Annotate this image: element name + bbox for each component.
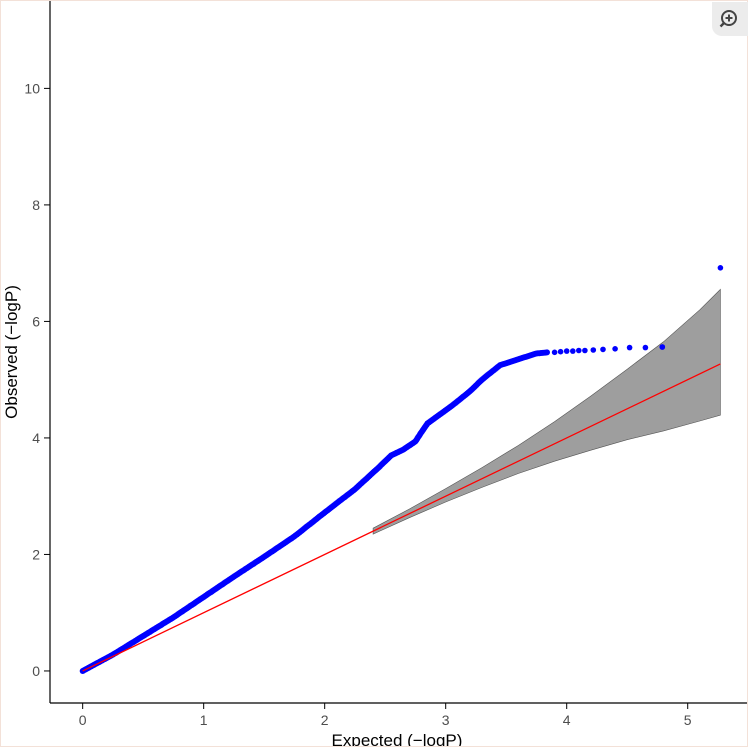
- x-axis-title: Expected (−logP): [332, 731, 463, 746]
- y-tick-label: 8: [32, 197, 40, 213]
- data-point: [576, 348, 582, 354]
- expected-line-layer: [83, 364, 721, 671]
- data-point: [564, 348, 570, 354]
- confidence-band: [373, 289, 720, 534]
- y-axis-ticks: 0 2 4 6 8 10: [24, 80, 50, 679]
- x-tick-label: 5: [684, 712, 692, 728]
- y-axis-title: Observed (−logP): [2, 285, 21, 419]
- data-point: [544, 349, 550, 355]
- data-point: [643, 345, 649, 351]
- data-point: [600, 347, 606, 353]
- data-point: [558, 349, 564, 355]
- data-point: [570, 348, 576, 354]
- y-tick-label: 4: [32, 430, 40, 446]
- x-tick-label: 4: [563, 712, 571, 728]
- y-tick-label: 6: [32, 313, 40, 329]
- data-point: [612, 346, 618, 352]
- confidence-band-layer: [373, 289, 720, 534]
- expected-line: [83, 364, 721, 671]
- y-tick-label: 0: [32, 663, 40, 679]
- data-point: [718, 265, 724, 271]
- data-point: [660, 344, 666, 350]
- chart-frame: 0 1 2 3 4 5 0 2 4 6 8 10 Expected (−logP) Observed…: [0, 0, 748, 747]
- data-point: [552, 350, 558, 356]
- data-point: [591, 347, 597, 353]
- observed-points-layer: [80, 265, 724, 674]
- x-axis-ticks: 0 1 2 3 4 5: [79, 703, 692, 728]
- zoom-in-icon: [718, 7, 742, 31]
- y-tick-label: 10: [24, 80, 40, 96]
- qq-plot: 0 1 2 3 4 5 0 2 4 6 8 10 Expected (−logP) Observed…: [1, 1, 747, 746]
- x-tick-label: 1: [200, 712, 208, 728]
- x-tick-label: 0: [79, 712, 87, 728]
- x-tick-label: 3: [442, 712, 450, 728]
- data-point: [627, 345, 633, 351]
- x-tick-label: 2: [321, 712, 329, 728]
- data-point: [582, 348, 588, 354]
- zoom-button[interactable]: [712, 2, 748, 36]
- y-tick-label: 2: [32, 546, 40, 562]
